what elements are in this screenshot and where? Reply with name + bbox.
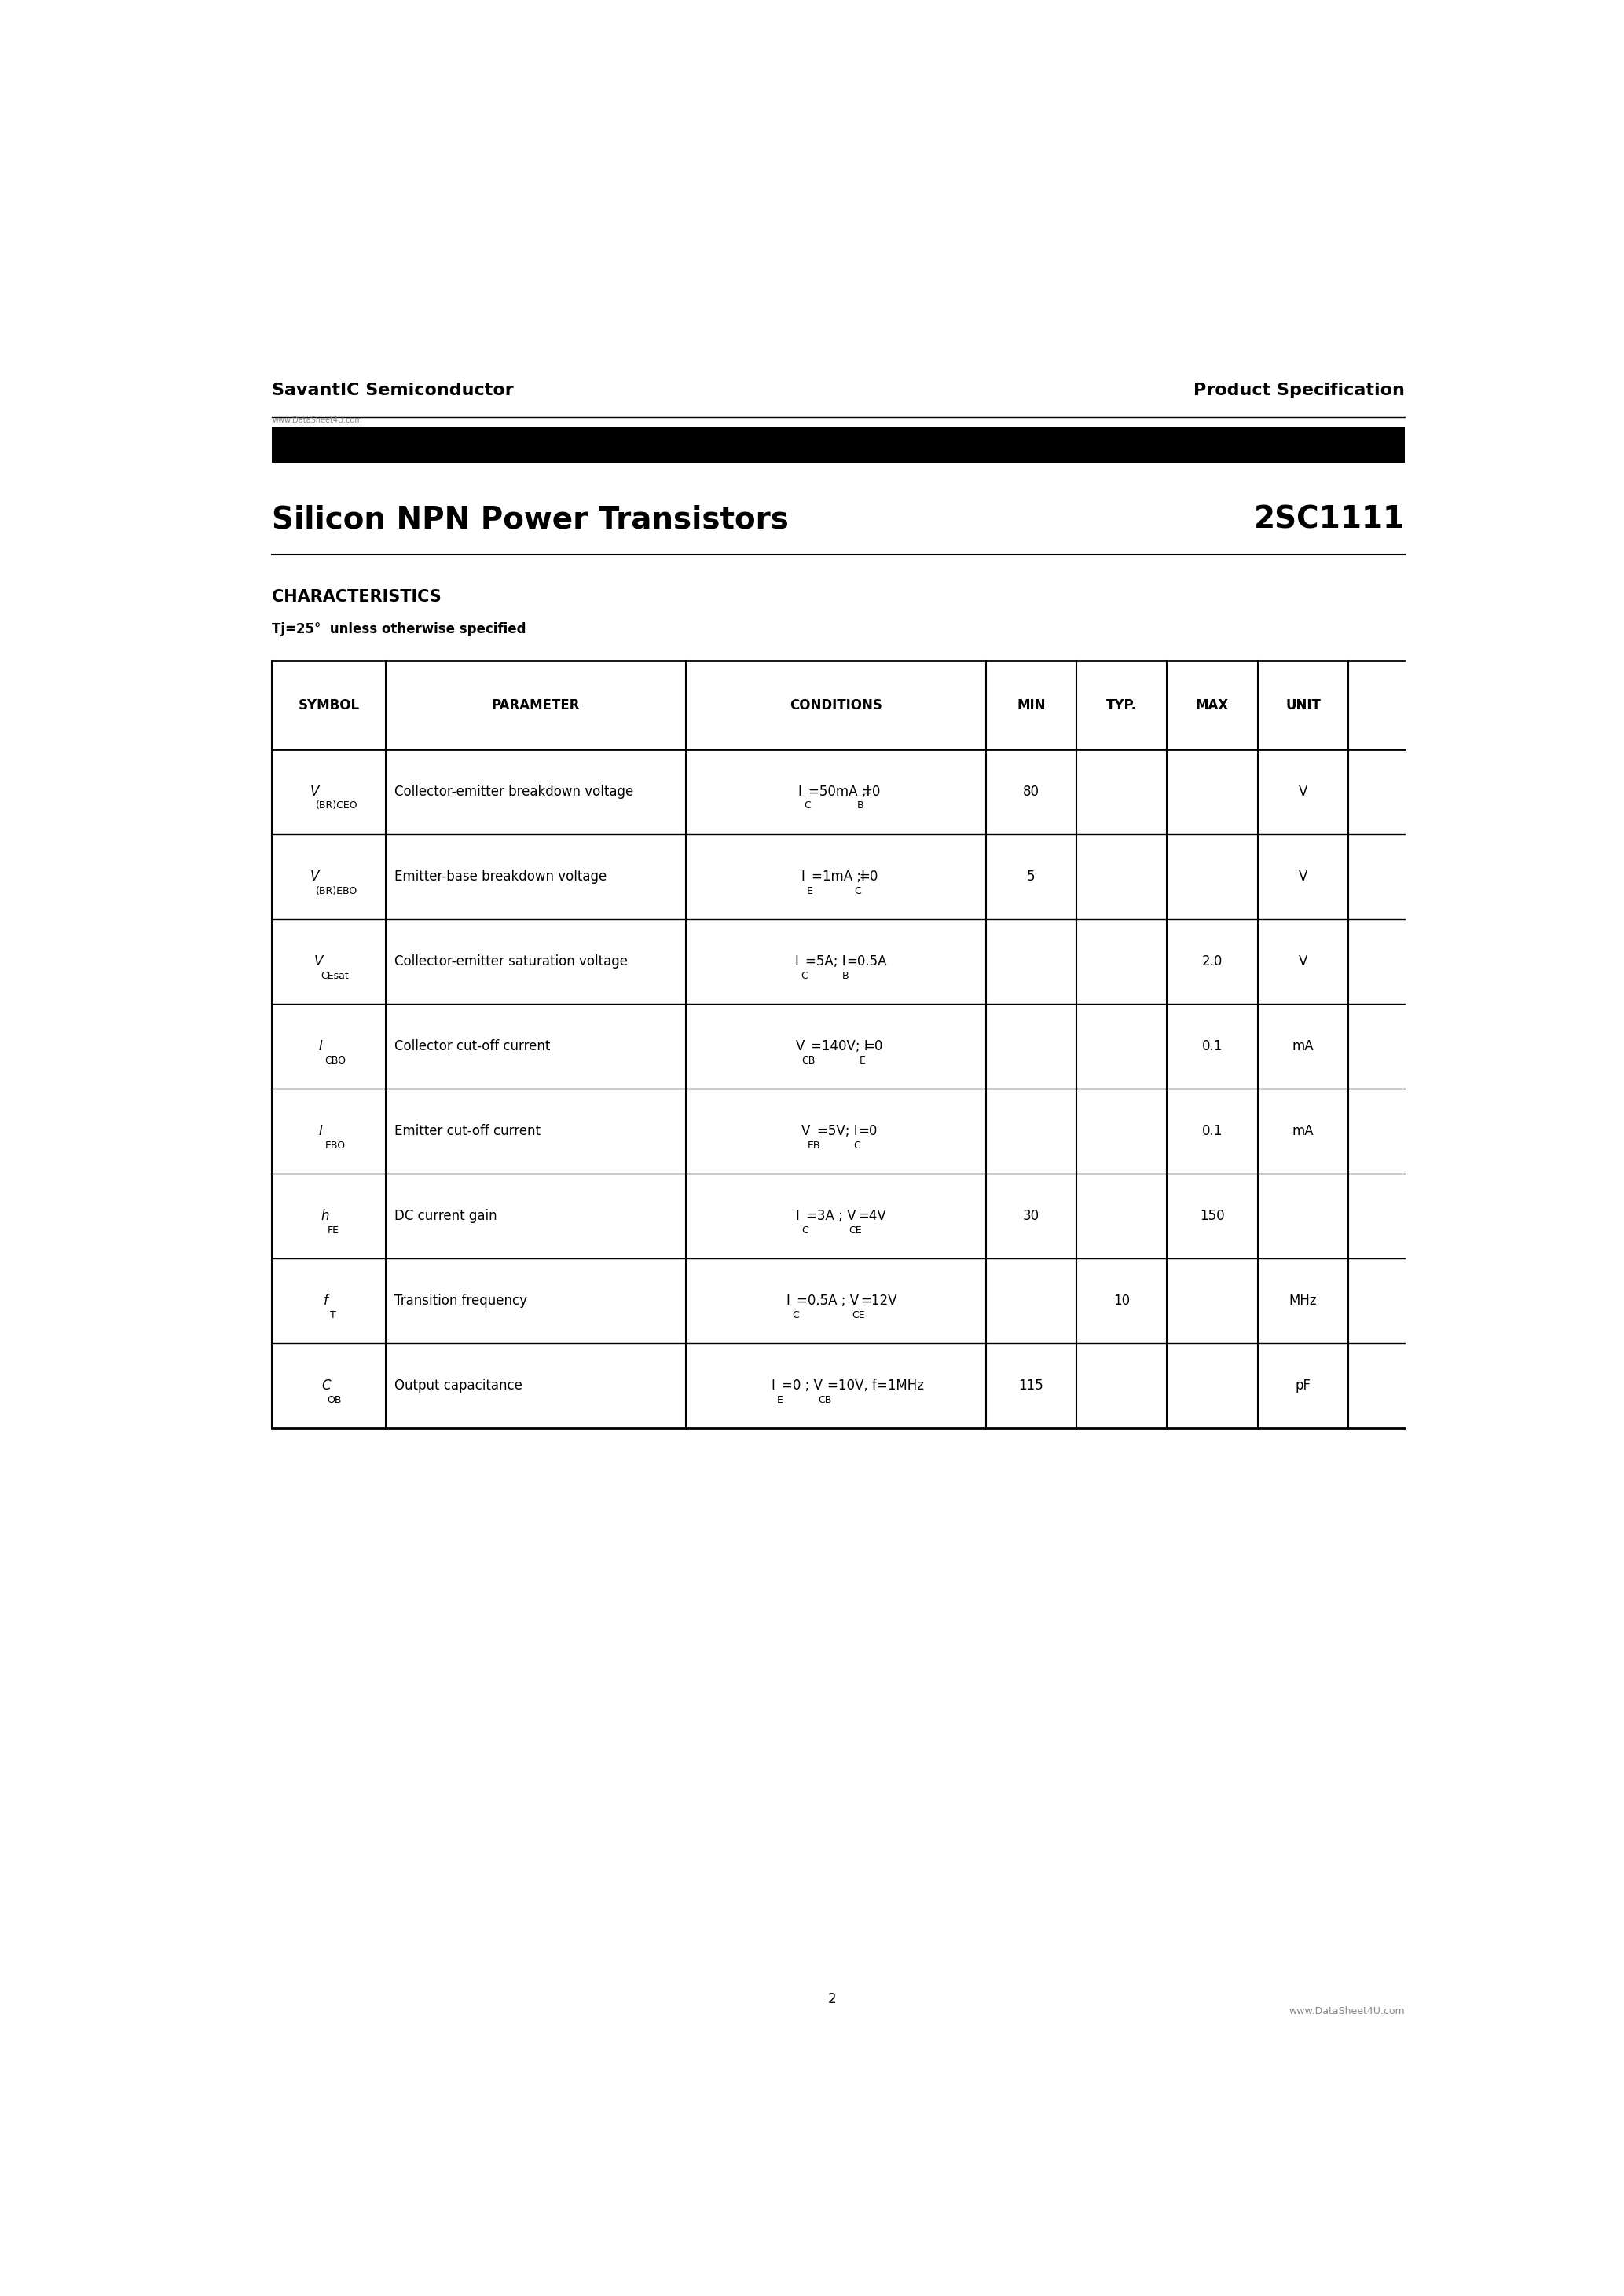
Text: B: B <box>841 971 849 980</box>
Text: =3A ; V: =3A ; V <box>806 1210 856 1224</box>
Text: h: h <box>322 1210 330 1224</box>
Text: CB: CB <box>802 1056 815 1065</box>
Text: =140V; I: =140V; I <box>810 1040 867 1054</box>
Text: TYP.: TYP. <box>1106 698 1137 712</box>
Text: =0 ; V: =0 ; V <box>781 1378 823 1394</box>
Text: C: C <box>802 1226 809 1235</box>
Text: I: I <box>786 1295 791 1309</box>
Text: V: V <box>1299 785 1307 799</box>
Text: C: C <box>804 801 810 810</box>
Text: CEsat: CEsat <box>320 971 349 980</box>
Text: MHz: MHz <box>1289 1295 1317 1309</box>
Text: 5: 5 <box>1026 870 1034 884</box>
Text: I: I <box>771 1378 775 1394</box>
Text: EB: EB <box>807 1141 820 1150</box>
Text: CB: CB <box>818 1394 831 1405</box>
Text: B: B <box>857 801 864 810</box>
Text: I: I <box>318 1125 323 1139</box>
Text: V: V <box>802 1125 810 1139</box>
Text: C: C <box>854 886 861 895</box>
Text: 30: 30 <box>1023 1210 1039 1224</box>
Text: Tj=25°  unless otherwise specified: Tj=25° unless otherwise specified <box>273 622 526 636</box>
Text: =5V; I: =5V; I <box>817 1125 857 1139</box>
Text: f: f <box>323 1295 328 1309</box>
Bar <box>273 427 1405 464</box>
Text: Collector-emitter breakdown voltage: Collector-emitter breakdown voltage <box>395 785 633 799</box>
Text: I: I <box>801 870 804 884</box>
Text: mA: mA <box>1293 1125 1314 1139</box>
Text: Emitter-base breakdown voltage: Emitter-base breakdown voltage <box>395 870 607 884</box>
Text: CE: CE <box>849 1226 862 1235</box>
Text: I: I <box>318 1040 323 1054</box>
Text: CBO: CBO <box>325 1056 346 1065</box>
Text: =0: =0 <box>864 1040 883 1054</box>
Text: =0: =0 <box>862 785 880 799</box>
Text: Silicon NPN Power Transistors: Silicon NPN Power Transistors <box>273 505 789 535</box>
Text: EBO: EBO <box>325 1141 346 1150</box>
Text: MIN: MIN <box>1017 698 1046 712</box>
Text: Emitter cut-off current: Emitter cut-off current <box>395 1125 541 1139</box>
Text: 0.1: 0.1 <box>1202 1125 1223 1139</box>
Text: =12V: =12V <box>861 1295 898 1309</box>
Text: 2SC1111: 2SC1111 <box>1254 505 1405 535</box>
Text: FE: FE <box>328 1226 339 1235</box>
Text: www.DataSheet4U.com: www.DataSheet4U.com <box>273 416 362 425</box>
Text: 0.1: 0.1 <box>1202 1040 1223 1054</box>
Text: 10: 10 <box>1114 1295 1130 1309</box>
Text: Transition frequency: Transition frequency <box>395 1295 528 1309</box>
Text: =1mA ;I: =1mA ;I <box>812 870 866 884</box>
Text: =0.5A ; V: =0.5A ; V <box>797 1295 859 1309</box>
Text: CE: CE <box>851 1311 866 1320</box>
Text: www.DataSheet4U.com: www.DataSheet4U.com <box>1289 2007 1405 2016</box>
Text: Collector-emitter saturation voltage: Collector-emitter saturation voltage <box>395 955 627 969</box>
Text: SavantIC Semiconductor: SavantIC Semiconductor <box>273 383 515 397</box>
Text: PARAMETER: PARAMETER <box>492 698 580 712</box>
Text: C: C <box>853 1141 861 1150</box>
Text: I: I <box>796 1210 799 1224</box>
Text: V: V <box>1299 955 1307 969</box>
Text: MAX: MAX <box>1195 698 1229 712</box>
Text: =10V, f=1MHz: =10V, f=1MHz <box>827 1378 924 1394</box>
Text: =5A; I: =5A; I <box>806 955 846 969</box>
Text: C: C <box>793 1311 799 1320</box>
Text: Product Specification: Product Specification <box>1194 383 1405 397</box>
Text: 2: 2 <box>828 1993 836 2007</box>
Text: V: V <box>1299 870 1307 884</box>
Text: I: I <box>797 785 802 799</box>
Text: E: E <box>807 886 814 895</box>
Text: mA: mA <box>1293 1040 1314 1054</box>
Text: Collector cut-off current: Collector cut-off current <box>395 1040 551 1054</box>
Text: 2.0: 2.0 <box>1202 955 1223 969</box>
Text: pF: pF <box>1296 1378 1311 1394</box>
Text: CONDITIONS: CONDITIONS <box>789 698 882 712</box>
Text: UNIT: UNIT <box>1285 698 1320 712</box>
Text: 80: 80 <box>1023 785 1039 799</box>
Text: (BR)EBO: (BR)EBO <box>317 886 357 895</box>
Text: I: I <box>794 955 799 969</box>
Text: V: V <box>315 955 323 969</box>
Text: SYMBOL: SYMBOL <box>299 698 359 712</box>
Text: =0: =0 <box>859 870 877 884</box>
Text: V: V <box>310 785 318 799</box>
Text: T: T <box>330 1311 336 1320</box>
Text: DC current gain: DC current gain <box>395 1210 497 1224</box>
Text: 150: 150 <box>1200 1210 1224 1224</box>
Text: =50mA ;I: =50mA ;I <box>809 785 870 799</box>
Text: V: V <box>796 1040 804 1054</box>
Text: 115: 115 <box>1018 1378 1044 1394</box>
Text: C: C <box>322 1378 330 1394</box>
Text: =0: =0 <box>857 1125 877 1139</box>
Text: E: E <box>859 1056 866 1065</box>
Text: CHARACTERISTICS: CHARACTERISTICS <box>273 590 442 606</box>
Text: OB: OB <box>328 1394 343 1405</box>
Text: =0.5A: =0.5A <box>846 955 887 969</box>
Text: E: E <box>778 1394 783 1405</box>
Text: (BR)CEO: (BR)CEO <box>317 801 357 810</box>
Text: =4V: =4V <box>857 1210 887 1224</box>
Text: C: C <box>801 971 807 980</box>
Text: V: V <box>310 870 318 884</box>
Text: Output capacitance: Output capacitance <box>395 1378 523 1394</box>
